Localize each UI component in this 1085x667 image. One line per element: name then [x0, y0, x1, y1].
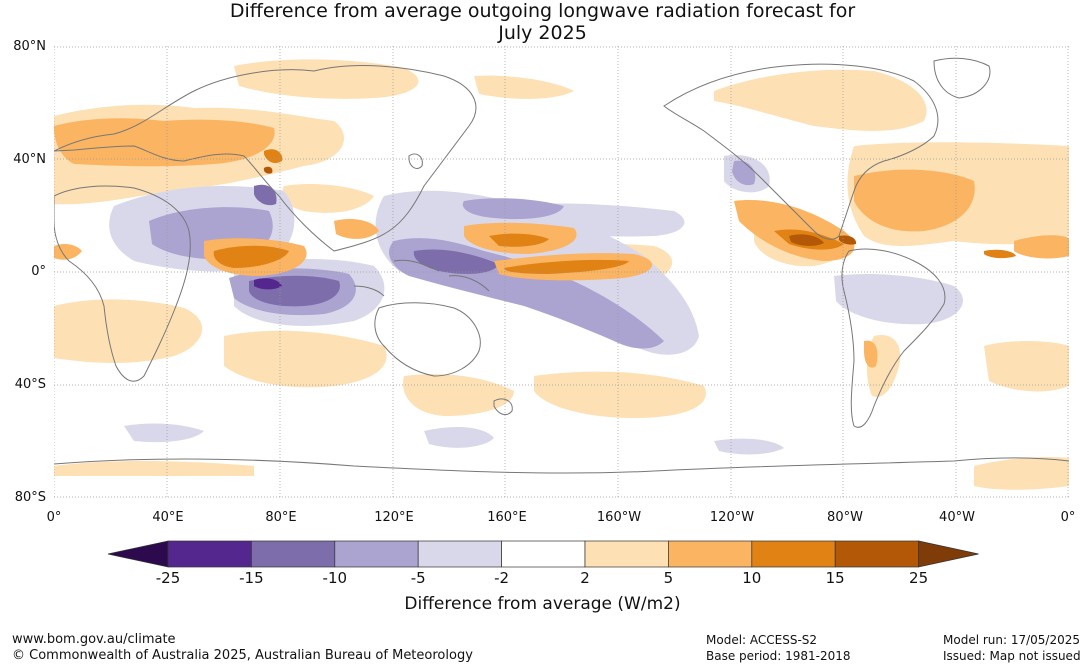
legend-tick-label: 10	[742, 569, 761, 587]
lat-label-40n: 40°N	[13, 152, 46, 167]
legend-swatch	[668, 540, 753, 568]
coastlines	[54, 57, 1069, 474]
footer-copyright: © Commonwealth of Australia 2025, Austra…	[12, 648, 473, 663]
lat-label-80n: 80°N	[13, 39, 46, 54]
legend-tick-label: -2	[494, 569, 509, 587]
graticule	[54, 46, 1069, 498]
anomaly-deep-purple-regions	[254, 278, 282, 290]
legend-title: Difference from average (W/m2)	[404, 594, 681, 614]
legend-tick-label: 25	[909, 569, 928, 587]
legend-swatch	[334, 540, 419, 568]
lon-label-0: 0°	[46, 510, 62, 525]
lon-label-0-right: 0°	[1060, 510, 1076, 525]
legend-tick-label: 2	[580, 569, 590, 587]
legend-arrow-low	[107, 540, 169, 568]
lat-label-equator: 0°	[31, 264, 46, 279]
greenland-outline	[933, 57, 991, 99]
footer-website: www.bom.gov.au/climate	[12, 632, 176, 647]
legend-swatch	[417, 540, 502, 568]
footer-model: Model: ACCESS-S2	[706, 633, 818, 647]
legend-swatch	[167, 540, 252, 568]
new-zealand-outline	[493, 398, 513, 416]
japan-outline	[408, 153, 423, 169]
footer-base-period: Base period: 1981-2018	[706, 649, 851, 663]
legend-swatch	[251, 540, 336, 568]
legend-tick-label: -25	[156, 569, 181, 587]
legend-tick-label: 15	[826, 569, 845, 587]
map-title: Difference from average outgoing longwav…	[0, 0, 1085, 44]
anomaly-brown-regions	[263, 166, 857, 246]
legend-tick-label: -5	[411, 569, 426, 587]
legend-arrow-high	[918, 540, 979, 568]
lon-label-160e: 160°E	[487, 510, 527, 525]
lon-label-80w: 80°W	[827, 510, 863, 525]
north-america-outline	[663, 63, 939, 240]
anomaly-map	[54, 46, 1069, 498]
africa-outline	[54, 185, 191, 382]
footer-model-run: Model run: 17/05/2025	[943, 633, 1081, 647]
eurasia-outline	[54, 65, 477, 252]
legend-tick-label: -10	[323, 569, 348, 587]
antarctica-outline	[54, 457, 1069, 474]
lon-label-80e: 80°E	[265, 510, 297, 525]
lon-label-160w: 160°W	[596, 510, 642, 525]
lon-label-40w: 40°W	[939, 510, 975, 525]
lat-label-80s: 80°S	[14, 490, 46, 505]
lon-label-120e: 120°E	[374, 510, 414, 525]
lat-label-40s: 40°S	[14, 377, 46, 392]
australia-outline	[374, 302, 481, 377]
legend-swatch	[751, 540, 836, 568]
color-legend: -25 -15 -10 -5 -2 2 5 10 15 25	[107, 540, 979, 587]
legend-tick-label: 5	[664, 569, 674, 587]
legend-swatch	[501, 540, 586, 568]
title-line-1: Difference from average outgoing longwav…	[229, 0, 856, 22]
title-line-2: July 2025	[498, 22, 587, 44]
footer-issued: Issued: Map not issued	[943, 649, 1081, 663]
legend-swatch	[834, 540, 919, 568]
legend-tick-label: -15	[239, 569, 264, 587]
lon-label-120w: 120°W	[709, 510, 755, 525]
south-america-outline	[841, 248, 946, 428]
maritime-continent-outline	[353, 259, 490, 297]
legend-swatch	[584, 540, 669, 568]
lon-label-40e: 40°E	[152, 510, 184, 525]
